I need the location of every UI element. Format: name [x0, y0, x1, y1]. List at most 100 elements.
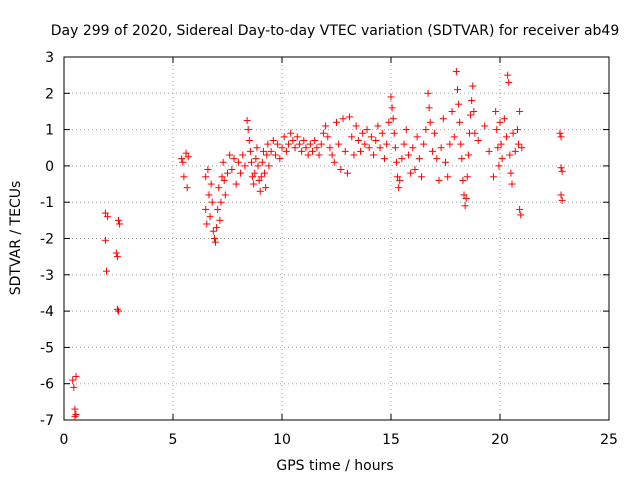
- data-point: [497, 140, 505, 148]
- data-point: [452, 68, 460, 76]
- data-point: [319, 129, 327, 137]
- data-point: [204, 166, 212, 174]
- data-point: [428, 147, 436, 155]
- data-point: [313, 144, 321, 152]
- data-point: [361, 140, 369, 148]
- data-point: [557, 191, 565, 199]
- data-point: [470, 107, 478, 115]
- data-point: [380, 155, 388, 163]
- y-tick-label: 1: [45, 123, 54, 139]
- data-point: [232, 180, 240, 188]
- data-point: [396, 176, 404, 184]
- y-tick-label: -3: [40, 268, 54, 284]
- data-point: [556, 129, 564, 137]
- data-point: [481, 122, 489, 130]
- data-point: [239, 151, 247, 159]
- data-point: [210, 235, 218, 242]
- data-point: [293, 133, 301, 141]
- data-point: [433, 155, 441, 163]
- data-point: [453, 86, 461, 94]
- data-point: [341, 147, 349, 155]
- data-point: [395, 184, 403, 192]
- data-point: [464, 151, 472, 159]
- data-point: [252, 155, 260, 163]
- data-point: [295, 140, 303, 148]
- data-point: [404, 151, 412, 159]
- data-point: [278, 144, 286, 152]
- data-point: [265, 162, 273, 170]
- data-point: [558, 196, 566, 204]
- data-point: [462, 195, 470, 203]
- data-point: [219, 158, 227, 166]
- data-point: [339, 115, 347, 123]
- data-point: [469, 82, 477, 90]
- y-tick-label: -7: [40, 413, 54, 429]
- data-point: [468, 97, 476, 105]
- data-point: [372, 136, 380, 144]
- data-point: [359, 129, 367, 137]
- data-point: [383, 140, 391, 148]
- data-point: [245, 136, 253, 144]
- grid: [64, 57, 609, 420]
- data-point: [221, 191, 229, 199]
- data-point: [228, 166, 236, 174]
- data-point: [241, 162, 249, 170]
- data-point: [263, 151, 271, 159]
- data-point: [205, 191, 213, 199]
- data-point: [72, 372, 80, 380]
- data-point: [389, 115, 397, 123]
- data-point: [426, 118, 434, 126]
- data-point: [213, 224, 221, 232]
- data-point: [506, 151, 514, 159]
- data-point: [456, 118, 464, 126]
- y-tick-label: 3: [45, 50, 54, 66]
- data-point: [376, 144, 384, 152]
- data-point: [103, 267, 111, 275]
- data-point: [363, 126, 371, 134]
- x-tick-label: 15: [382, 432, 400, 448]
- x-axis-label: GPS time / hours: [276, 458, 393, 474]
- data-point: [402, 126, 410, 134]
- data-point: [390, 129, 398, 137]
- data-point: [112, 249, 120, 257]
- data-point: [415, 155, 423, 163]
- data-point: [420, 140, 428, 148]
- data-point: [287, 129, 295, 137]
- data-point: [180, 173, 188, 181]
- data-point: [557, 164, 565, 172]
- data-point: [450, 133, 458, 141]
- data-point: [504, 71, 512, 79]
- data-point: [207, 180, 215, 188]
- data-point: [322, 122, 330, 130]
- data-point: [104, 213, 112, 221]
- data-point: [298, 147, 306, 155]
- data-point: [474, 136, 482, 144]
- data-point: [101, 236, 109, 244]
- data-point: [367, 133, 375, 141]
- data-point: [72, 411, 80, 419]
- data-point: [392, 158, 400, 166]
- data-point: [246, 147, 254, 155]
- data-point: [280, 133, 288, 141]
- data-point: [101, 209, 109, 217]
- data-point: [267, 147, 275, 155]
- data-point: [71, 412, 79, 420]
- data-point: [350, 151, 358, 159]
- data-point: [335, 140, 343, 148]
- data-point: [365, 144, 373, 152]
- data-point: [116, 220, 124, 228]
- data-point: [311, 136, 319, 144]
- data-point: [230, 155, 238, 163]
- chart-title: Day 299 of 2020, Sidereal Day-to-day VTE…: [51, 23, 620, 39]
- data-point: [463, 173, 471, 181]
- data-point: [247, 158, 255, 166]
- data-point: [511, 147, 519, 155]
- data-point: [216, 216, 224, 224]
- data-point: [394, 173, 402, 181]
- data-point: [495, 162, 503, 170]
- data-point: [467, 111, 475, 119]
- x-tick-label: 20: [491, 432, 509, 448]
- data-point: [317, 140, 325, 148]
- data-point: [113, 305, 121, 313]
- data-point: [178, 155, 186, 163]
